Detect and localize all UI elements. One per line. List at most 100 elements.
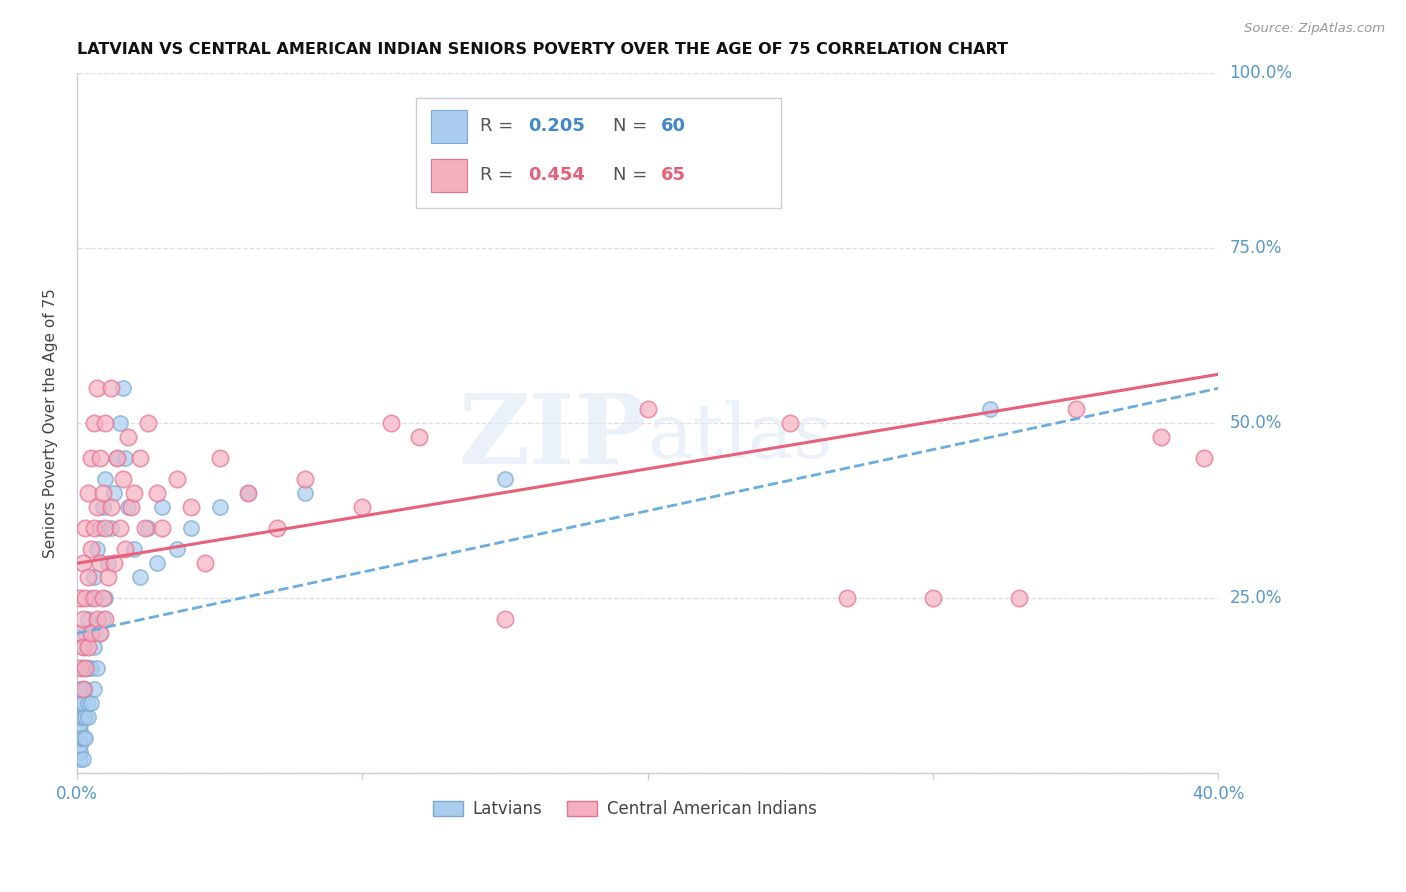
Point: [100, 521, 122, 535]
Text: 65: 65: [661, 167, 686, 185]
Point: [75, 591, 97, 606]
Legend: Latvians, Central American Indians: Latvians, Central American Indians: [426, 793, 824, 824]
Point: [69, 724, 91, 739]
Text: 100.0%: 100.0%: [1230, 64, 1292, 82]
Point: [75, 626, 97, 640]
Point: [97, 570, 120, 584]
Point: [83, 417, 105, 431]
Text: 60: 60: [661, 118, 686, 136]
Point: [77, 710, 100, 724]
Point: [979, 402, 1001, 417]
Point: [94, 472, 117, 486]
Point: [80, 626, 103, 640]
Point: [69, 591, 91, 606]
Point: [69, 717, 91, 731]
Point: [103, 557, 125, 571]
Point: [1192, 451, 1215, 466]
Point: [83, 521, 105, 535]
Point: [91, 612, 114, 626]
Point: [1008, 591, 1031, 606]
Text: R =: R =: [479, 118, 519, 136]
Point: [922, 591, 945, 606]
Point: [105, 451, 128, 466]
Point: [72, 612, 94, 626]
Point: [77, 570, 100, 584]
FancyBboxPatch shape: [416, 98, 782, 209]
Point: [208, 500, 231, 515]
Point: [103, 486, 125, 500]
Point: [120, 500, 142, 515]
Text: 0.205: 0.205: [527, 118, 585, 136]
Point: [83, 591, 105, 606]
Point: [94, 521, 117, 535]
Point: [69, 739, 91, 753]
Point: [94, 612, 117, 626]
Point: [77, 697, 100, 711]
Point: [72, 557, 94, 571]
Point: [111, 381, 134, 395]
Point: [69, 703, 91, 717]
Point: [837, 591, 859, 606]
Text: ZIP: ZIP: [458, 391, 648, 484]
Point: [86, 500, 108, 515]
Point: [91, 486, 114, 500]
Point: [91, 591, 114, 606]
Point: [89, 557, 111, 571]
Point: [83, 640, 105, 655]
Point: [86, 381, 108, 395]
Point: [166, 542, 188, 557]
Point: [69, 752, 91, 766]
Point: [236, 486, 259, 500]
Point: [94, 591, 117, 606]
Point: [236, 486, 259, 500]
Point: [91, 500, 114, 515]
Point: [111, 472, 134, 486]
Point: [69, 626, 91, 640]
Point: [266, 521, 288, 535]
Point: [114, 542, 136, 557]
Point: [105, 451, 128, 466]
Point: [97, 557, 120, 571]
Point: [180, 500, 202, 515]
Text: 50.0%: 50.0%: [1230, 414, 1282, 433]
Point: [77, 486, 100, 500]
Point: [72, 682, 94, 697]
Point: [72, 640, 94, 655]
Point: [72, 682, 94, 697]
Point: [80, 697, 103, 711]
Point: [108, 417, 131, 431]
Point: [86, 612, 108, 626]
Point: [69, 710, 91, 724]
Point: [128, 451, 150, 466]
Point: [146, 557, 169, 571]
Point: [166, 472, 188, 486]
Point: [352, 500, 374, 515]
Point: [72, 661, 94, 675]
Point: [86, 542, 108, 557]
Point: [72, 697, 94, 711]
Point: [72, 731, 94, 746]
Point: [114, 451, 136, 466]
Point: [637, 402, 659, 417]
Point: [69, 731, 91, 746]
Point: [779, 417, 801, 431]
Point: [152, 521, 174, 535]
Bar: [430, 159, 467, 193]
Point: [69, 661, 91, 675]
Point: [75, 661, 97, 675]
Point: [77, 612, 100, 626]
Text: 25.0%: 25.0%: [1230, 590, 1282, 607]
Point: [75, 731, 97, 746]
Point: [117, 430, 139, 444]
Point: [75, 682, 97, 697]
Point: [1064, 402, 1087, 417]
Point: [136, 521, 159, 535]
Point: [69, 697, 91, 711]
Point: [494, 612, 516, 626]
Point: [128, 570, 150, 584]
Point: [89, 626, 111, 640]
Point: [89, 521, 111, 535]
Point: [122, 542, 145, 557]
Point: [117, 500, 139, 515]
Point: [80, 542, 103, 557]
